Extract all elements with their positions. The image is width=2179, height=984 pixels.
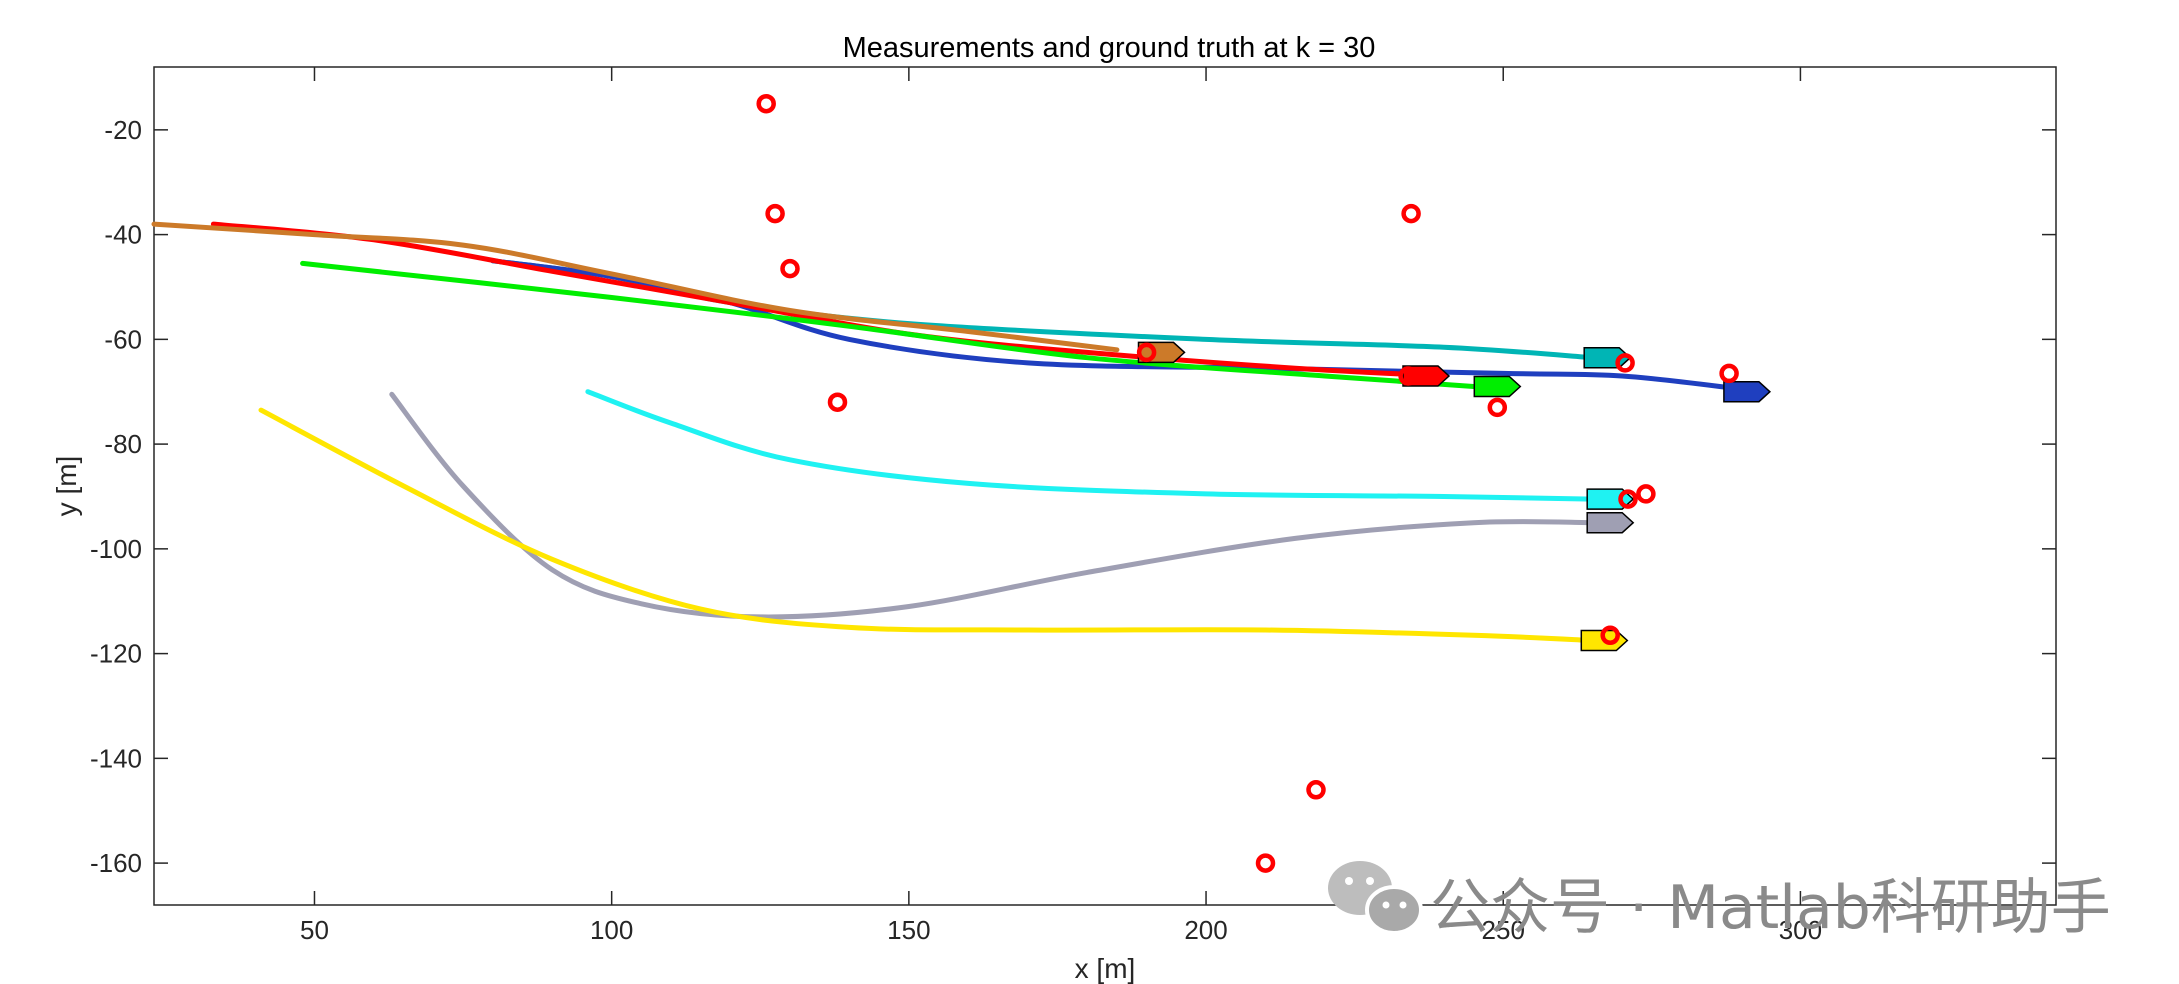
plot-area	[151, 66, 2057, 906]
vessel-marker-5	[1723, 380, 1772, 403]
axes-box	[153, 66, 2057, 906]
measurement-point-9	[1615, 353, 1635, 373]
measurement-point-6	[1401, 203, 1421, 224]
y-tick-label: -60	[104, 324, 142, 354]
measurement-point-11	[1618, 489, 1638, 509]
y-tick-label: -20	[104, 115, 142, 145]
x-tick-label: 50	[300, 915, 329, 945]
x-tick-labels: 50 100 150 200 250 300	[300, 915, 1822, 945]
x-axis-label: x [m]	[1075, 953, 1136, 984]
x-tick-label: 250	[1482, 915, 1525, 945]
trajectory-line-4	[151, 221, 1120, 353]
vessel-marker-7	[1586, 511, 1635, 534]
y-tick-labels: -20 -40 -60 -80 -100 -120 -140 -160	[90, 115, 142, 878]
trajectory-line-6	[585, 389, 1595, 502]
measurement-point-10	[1719, 363, 1739, 384]
y-tick-label: -40	[104, 220, 142, 250]
measurement-point-12	[1636, 484, 1656, 504]
y-axis-label: y [m]	[51, 456, 82, 517]
vessel-marker-4	[1473, 375, 1522, 398]
measurement-point-14	[1306, 780, 1326, 800]
x-tick-label: 100	[590, 915, 633, 945]
trajectory-line-5	[300, 260, 1476, 389]
measurement-point-4	[827, 392, 848, 412]
y-tick-label: -80	[104, 429, 142, 459]
measurement-point-5	[1136, 342, 1157, 363]
axis-ticks	[154, 67, 2056, 905]
measurement-point-15	[1255, 853, 1276, 873]
x-tick-label: 150	[887, 915, 930, 945]
measurement-point-7	[1398, 366, 1418, 386]
measurement-point-13	[1600, 625, 1620, 646]
watermark-text: 公众号 · Matlab科研助手	[1430, 873, 2111, 943]
trajectory-line-3	[210, 221, 1447, 379]
trajectory-line-8	[258, 407, 1595, 643]
wechat-icon	[1328, 861, 1423, 935]
y-tick-label: -140	[90, 743, 142, 773]
measurement-point-8	[1487, 397, 1508, 418]
y-tick-label: -160	[90, 848, 142, 878]
chart-title: Measurements and ground truth at k = 30	[843, 32, 1376, 64]
measurement-point-1	[756, 93, 776, 114]
measurement-point-3	[780, 258, 800, 279]
watermark: 公众号 · Matlab科研助手	[1328, 861, 2111, 943]
measurement-point-2	[765, 203, 785, 224]
measurements	[756, 93, 1739, 873]
trajectories	[151, 221, 1744, 643]
y-tick-label: -100	[90, 534, 142, 564]
x-tick-label: 200	[1184, 915, 1227, 945]
y-tick-label: -120	[90, 639, 142, 669]
x-tick-label: 300	[1779, 915, 1822, 945]
